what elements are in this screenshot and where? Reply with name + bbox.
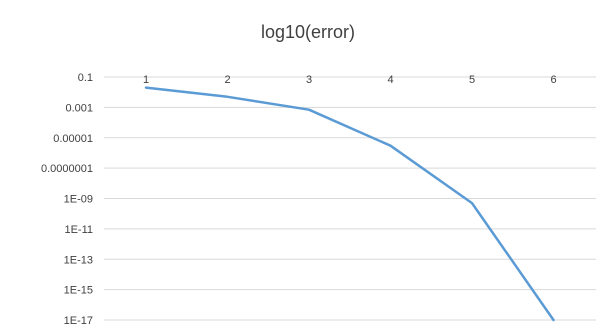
- y-tick-label: 1E-15: [64, 285, 93, 297]
- y-tick-label: 1E-09: [64, 194, 93, 206]
- series-line: [144, 86, 555, 322]
- y-tick-label: 0.00001: [53, 133, 93, 145]
- y-tick-label: 0.0000001: [41, 163, 93, 175]
- y-tick-labels: 0.1 0.001 0.00001 0.0000001 1E-09 1E-11 1E-13 1…: [41, 72, 93, 327]
- x-tick-label: 4: [387, 74, 393, 86]
- y-tick-label: 0.1: [78, 72, 93, 84]
- y-tick-label: 1E-17: [64, 315, 93, 327]
- grid-layer: [104, 76, 596, 321]
- y-tick-label: 1E-13: [64, 254, 93, 266]
- y-tick-label: 0.001: [65, 102, 93, 114]
- chart-title: log10(error): [261, 22, 355, 42]
- series-layer: [144, 86, 555, 322]
- x-tick-label: 2: [224, 74, 230, 86]
- x-tick-label: 3: [306, 74, 312, 86]
- x-tick-labels: 1 2 3 4 5 6: [143, 74, 557, 86]
- x-tick-label: 1: [143, 74, 149, 86]
- x-tick-label: 5: [469, 74, 475, 86]
- x-tick-label: 6: [550, 74, 556, 86]
- y-tick-label: 1E-11: [64, 224, 93, 236]
